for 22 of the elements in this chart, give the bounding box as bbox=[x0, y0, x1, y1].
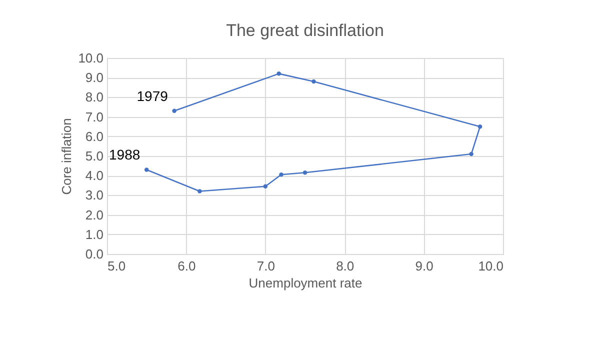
y-tick-label: 0.0 bbox=[85, 246, 104, 262]
y-tick-label: 8.0 bbox=[85, 90, 104, 105]
y-tick-label: 1.0 bbox=[85, 226, 104, 242]
y-tick-label: 3.0 bbox=[85, 188, 104, 203]
x-tick-label: 5.0 bbox=[108, 258, 126, 274]
y-tick-label: 7.0 bbox=[85, 109, 104, 124]
annotation: 1988 bbox=[109, 146, 140, 163]
y-tick-label: 5.0 bbox=[85, 148, 104, 164]
y-tick-label: 6.0 bbox=[85, 128, 104, 144]
chart-title: The great disinflation bbox=[226, 21, 384, 40]
y-tick-label: 9.0 bbox=[85, 70, 104, 86]
x-tick-label: 8.0 bbox=[336, 258, 354, 274]
y-tick-label: 10.0 bbox=[78, 50, 104, 66]
y-tick-label: 4.0 bbox=[85, 168, 104, 184]
x-tick-label: 9.0 bbox=[415, 258, 434, 274]
x-axis-title: Unemployment rate bbox=[248, 276, 362, 290]
y-axis-title: Core inflation bbox=[59, 118, 74, 195]
x-tick-label: 10.0 bbox=[478, 258, 504, 274]
annotation: 1979 bbox=[136, 88, 168, 104]
y-tick-label: 2.0 bbox=[85, 207, 104, 222]
x-tick-label: 6.0 bbox=[178, 258, 196, 274]
x-tick-label: 7.0 bbox=[256, 258, 275, 274]
